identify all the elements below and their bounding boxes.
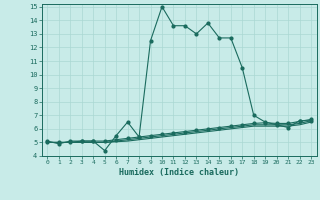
X-axis label: Humidex (Indice chaleur): Humidex (Indice chaleur)	[119, 168, 239, 177]
